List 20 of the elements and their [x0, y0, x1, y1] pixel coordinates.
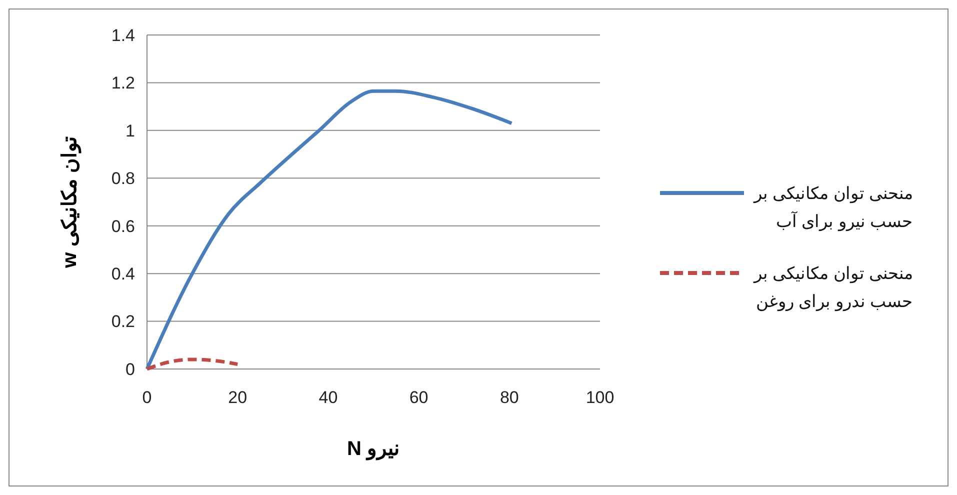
x-tick-label: 100 [586, 388, 614, 407]
x-tick-label: 0 [142, 388, 152, 407]
y-tick-label: 0 [126, 360, 135, 379]
x-tick-label: 20 [228, 388, 248, 407]
y-axis-title: توان مکانیکی w [59, 136, 82, 269]
y-tick-label: 0.6 [111, 216, 135, 236]
y-tick-label: 0.8 [111, 169, 135, 188]
y-tick-label: 1 [126, 121, 135, 140]
y-tick-label: 1.4 [111, 26, 135, 45]
x-axis-title: نیرو N [346, 438, 400, 461]
legend-label: منحنی توان مکانیکی بر حسب ندرو برای روغن [752, 264, 913, 312]
line-series [145, 358, 240, 371]
y-tick-label: 1.2 [111, 74, 135, 93]
x-tick-label: 40 [318, 388, 338, 407]
x-tick-label: 80 [500, 388, 519, 407]
y-tick-label: 0.2 [111, 312, 135, 332]
legend-label: منحنی توان مکانیکی بر حسب نیرو برای آب [752, 184, 913, 232]
line-series [145, 89, 514, 371]
x-tick-label: 60 [409, 388, 428, 407]
y-tick-label: 0.4 [111, 264, 135, 284]
